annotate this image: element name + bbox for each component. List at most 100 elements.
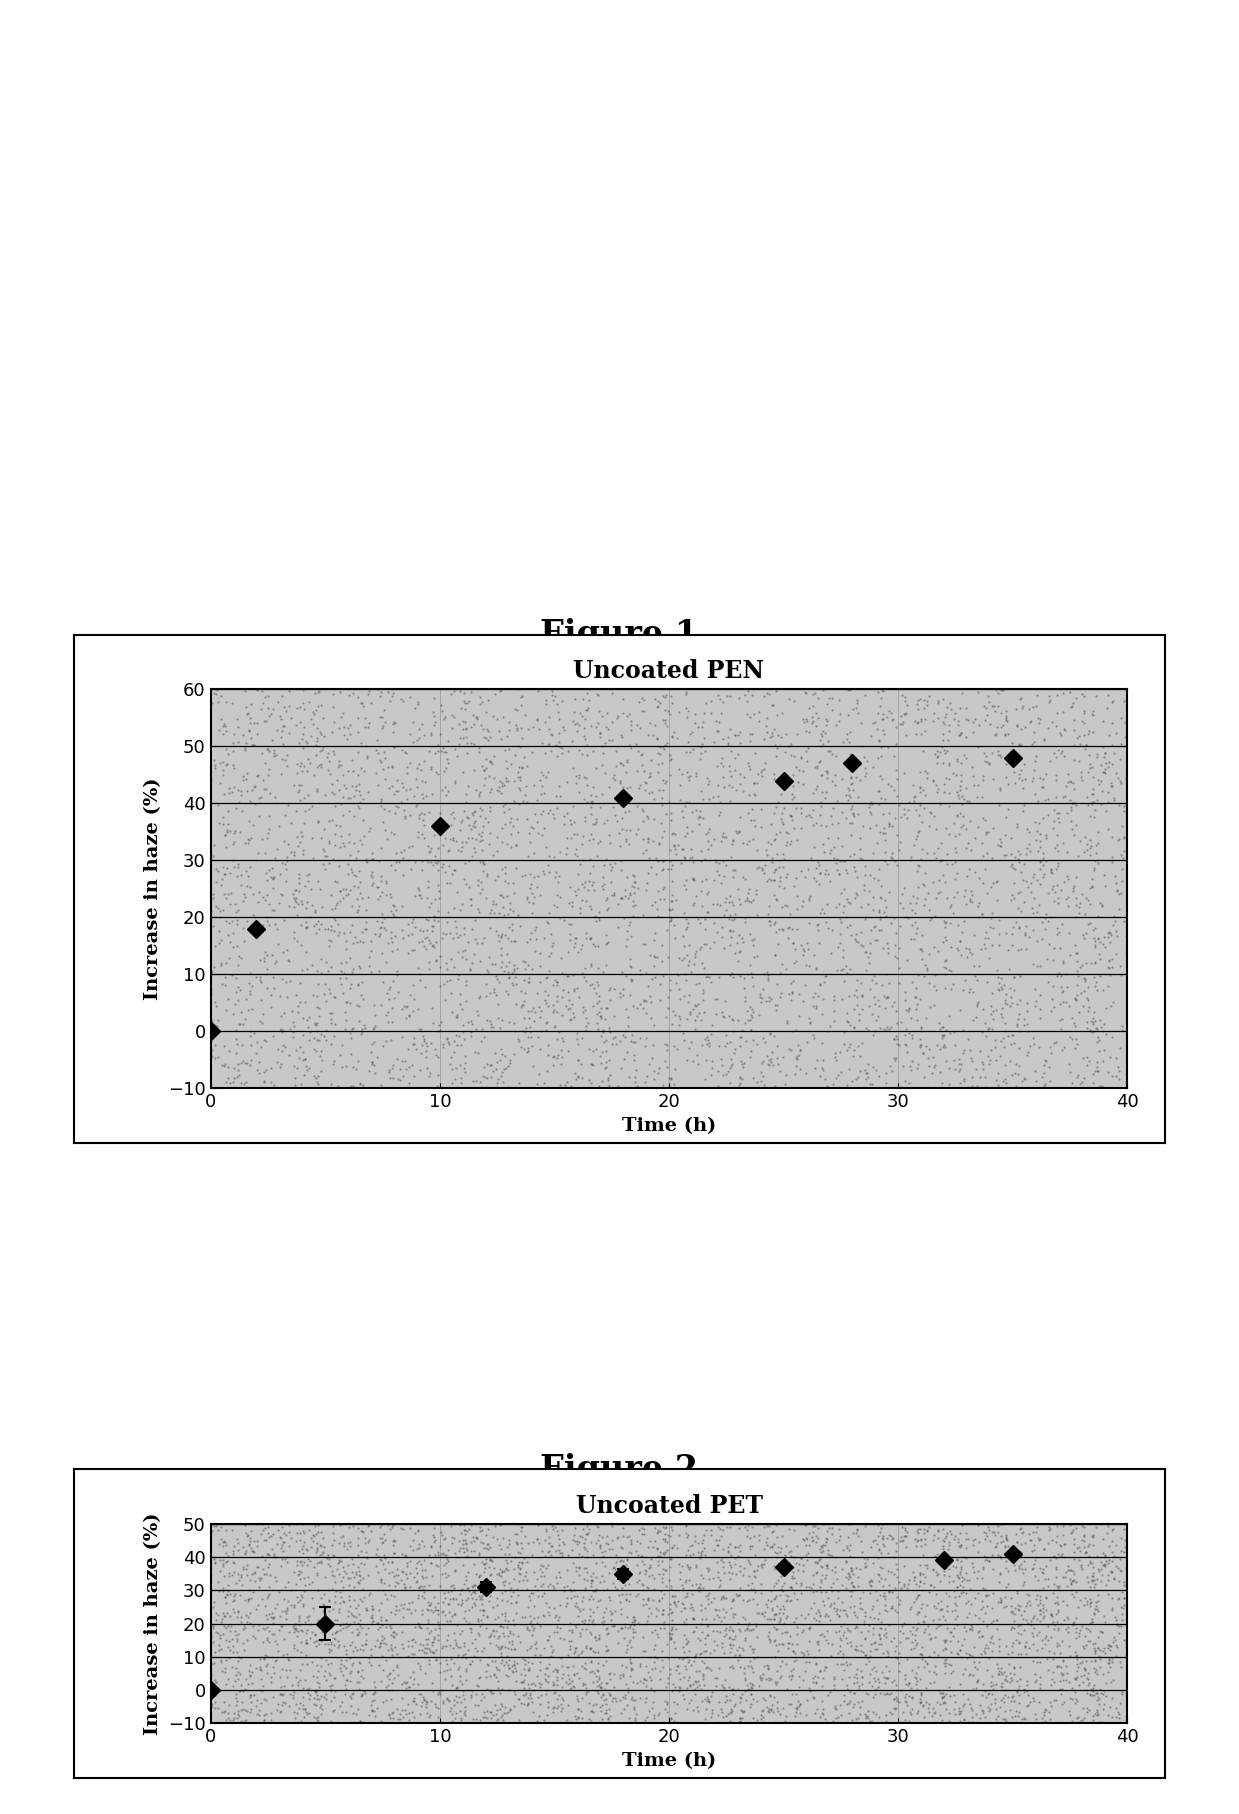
Point	[429, 1600, 449, 1629]
Point	[362, 1038, 382, 1067]
Point	[586, 1689, 606, 1718]
Point	[805, 1054, 825, 1083]
Point	[735, 887, 755, 916]
Point	[1079, 1696, 1099, 1725]
Point	[807, 711, 826, 740]
Point	[203, 1611, 223, 1640]
Point	[230, 776, 250, 805]
Point	[256, 1700, 276, 1729]
Point	[554, 1685, 574, 1714]
Point	[309, 970, 328, 1000]
Point	[1009, 731, 1028, 760]
Point	[335, 1631, 354, 1660]
Point	[1074, 1654, 1094, 1683]
Point	[471, 1560, 491, 1589]
Point	[1090, 1012, 1110, 1041]
Point	[987, 1511, 1007, 1540]
Point	[699, 1611, 719, 1640]
Point	[675, 822, 695, 851]
Point	[385, 922, 405, 951]
Point	[1052, 1540, 1072, 1569]
Point	[522, 1540, 541, 1569]
Point	[742, 1680, 762, 1709]
Point	[766, 1072, 786, 1101]
Point	[317, 1593, 337, 1622]
Point	[632, 1520, 652, 1549]
Point	[427, 1540, 447, 1569]
Point	[538, 1056, 558, 1085]
Point	[506, 695, 525, 724]
Point	[559, 1627, 579, 1656]
Point	[596, 920, 616, 949]
Point	[790, 1054, 810, 1083]
Point	[472, 874, 492, 903]
Point	[364, 1667, 384, 1696]
Point	[872, 1509, 892, 1538]
Point	[411, 1571, 431, 1600]
Point	[260, 778, 280, 807]
Point	[637, 1703, 657, 1732]
Point	[704, 909, 724, 938]
Point	[911, 720, 930, 749]
Point	[1083, 1680, 1103, 1709]
Point	[869, 744, 888, 773]
Point	[389, 1596, 409, 1625]
Point	[911, 1687, 930, 1716]
Point	[457, 1517, 477, 1546]
Point	[866, 1700, 886, 1729]
Point	[419, 1061, 439, 1090]
Point	[458, 1575, 478, 1604]
Point	[1111, 704, 1131, 733]
Point	[1017, 989, 1037, 1018]
Point	[383, 1640, 403, 1669]
Point	[912, 807, 932, 836]
Point	[877, 1636, 897, 1665]
Point	[909, 1030, 929, 1059]
Point	[758, 963, 778, 992]
Point	[479, 1662, 499, 1691]
Point	[869, 1567, 888, 1596]
Point	[408, 1609, 427, 1638]
Point	[616, 816, 636, 845]
Point	[873, 813, 893, 842]
Point	[830, 1522, 850, 1551]
Point	[237, 693, 256, 722]
Point	[1051, 1680, 1070, 1709]
Point	[253, 883, 273, 912]
Point	[838, 1627, 857, 1656]
Point	[543, 1043, 563, 1072]
Point	[297, 1544, 317, 1573]
Point	[325, 740, 344, 769]
Point	[690, 1625, 710, 1654]
Point	[707, 1631, 727, 1660]
Point	[830, 1691, 850, 1720]
Point	[901, 842, 921, 871]
Point	[414, 747, 434, 776]
Point	[330, 775, 349, 804]
Point	[927, 1546, 947, 1575]
Point	[489, 898, 509, 927]
Point	[330, 811, 349, 840]
Point	[778, 1629, 798, 1658]
Point	[876, 1680, 896, 1709]
Point	[689, 998, 709, 1027]
Point	[576, 1678, 596, 1707]
Point	[1085, 947, 1105, 976]
Point	[655, 1047, 675, 1076]
Point	[662, 682, 681, 711]
Point	[1088, 1696, 1108, 1725]
Point	[1073, 1067, 1093, 1096]
Point	[439, 1578, 458, 1607]
Point	[637, 960, 657, 989]
Point	[968, 1667, 987, 1696]
Point	[825, 1045, 845, 1074]
Point	[501, 1694, 520, 1723]
Point	[647, 1620, 667, 1649]
Point	[379, 1058, 399, 1087]
Point	[694, 804, 714, 833]
Point	[949, 720, 969, 749]
Point	[519, 967, 539, 996]
Point	[477, 969, 497, 998]
Point	[339, 680, 359, 709]
Point	[676, 680, 696, 709]
